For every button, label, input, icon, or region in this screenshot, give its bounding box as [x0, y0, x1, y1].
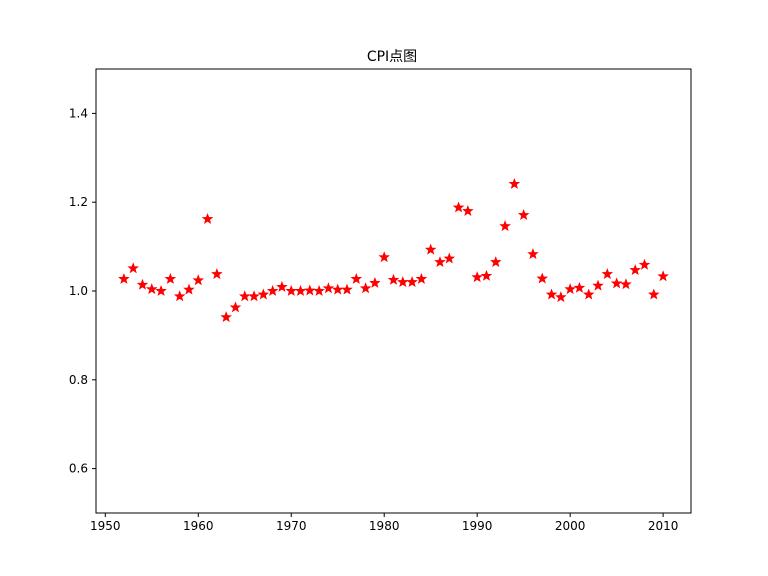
data-point	[183, 283, 195, 295]
data-point	[173, 290, 186, 302]
data-point	[620, 278, 632, 290]
data-point	[118, 272, 130, 284]
data-point	[462, 205, 474, 216]
data-point	[573, 281, 586, 293]
data-point	[266, 284, 279, 296]
data-point	[555, 291, 567, 303]
data-point	[248, 290, 260, 302]
data-point	[136, 278, 149, 290]
data-point	[146, 283, 158, 295]
data-point	[499, 220, 511, 232]
x-tick-label: 1950	[90, 519, 121, 533]
data-point	[192, 274, 205, 286]
data-point	[629, 264, 641, 276]
data-point	[582, 288, 595, 300]
data-point	[490, 256, 502, 268]
data-point	[406, 276, 418, 288]
data-point	[517, 209, 530, 220]
data-point	[610, 277, 623, 289]
data-point	[331, 283, 344, 295]
data-point	[155, 284, 167, 296]
data-point	[536, 272, 549, 284]
data-point	[257, 288, 270, 300]
y-tick-label: 0.6	[69, 462, 88, 476]
data-point	[211, 268, 223, 280]
data-point	[285, 284, 297, 296]
data-point	[127, 262, 139, 274]
data-point	[378, 251, 390, 263]
data-point	[350, 272, 363, 284]
data-point	[592, 279, 604, 291]
data-point	[471, 271, 483, 283]
data-point	[387, 273, 400, 285]
data-point	[545, 288, 558, 300]
data-point	[638, 258, 651, 270]
data-point	[220, 311, 232, 323]
x-tick-label: 1960	[183, 519, 214, 533]
y-axis: 0.6 0.8 1.0 1.2 1.4	[69, 106, 96, 476]
data-point	[415, 272, 428, 284]
data-point	[322, 282, 335, 294]
data-point	[304, 284, 316, 296]
data-point	[424, 243, 437, 255]
y-tick-label: 1.0	[69, 284, 88, 298]
data-point	[313, 284, 325, 296]
x-tick-label: 1980	[369, 519, 400, 533]
x-tick-label: 2010	[648, 519, 679, 533]
data-point	[564, 283, 576, 295]
data-points	[118, 177, 669, 323]
data-point	[648, 288, 660, 300]
data-point	[527, 248, 539, 260]
y-tick-label: 0.8	[69, 373, 88, 387]
data-point	[238, 290, 251, 302]
data-point	[369, 276, 381, 288]
y-tick-label: 1.4	[69, 106, 88, 120]
data-point	[164, 272, 177, 284]
data-point	[229, 301, 242, 313]
data-point	[341, 283, 353, 295]
data-point	[443, 252, 456, 264]
data-point	[359, 282, 372, 294]
data-point	[657, 270, 669, 282]
data-point	[601, 268, 614, 280]
data-point	[434, 256, 446, 268]
chart-title: CPI点图	[367, 49, 417, 65]
data-point	[201, 213, 214, 224]
data-point	[276, 280, 288, 292]
data-point	[480, 269, 493, 281]
data-point	[508, 177, 521, 189]
data-point	[452, 201, 465, 213]
x-axis: 1950 1960 1970 1980 1990 2000 2010	[90, 513, 678, 533]
data-point	[294, 284, 307, 296]
y-tick-label: 1.2	[69, 195, 88, 209]
x-tick-label: 2000	[555, 519, 586, 533]
data-point	[397, 276, 409, 288]
x-tick-label: 1970	[276, 519, 307, 533]
x-tick-label: 1990	[462, 519, 493, 533]
